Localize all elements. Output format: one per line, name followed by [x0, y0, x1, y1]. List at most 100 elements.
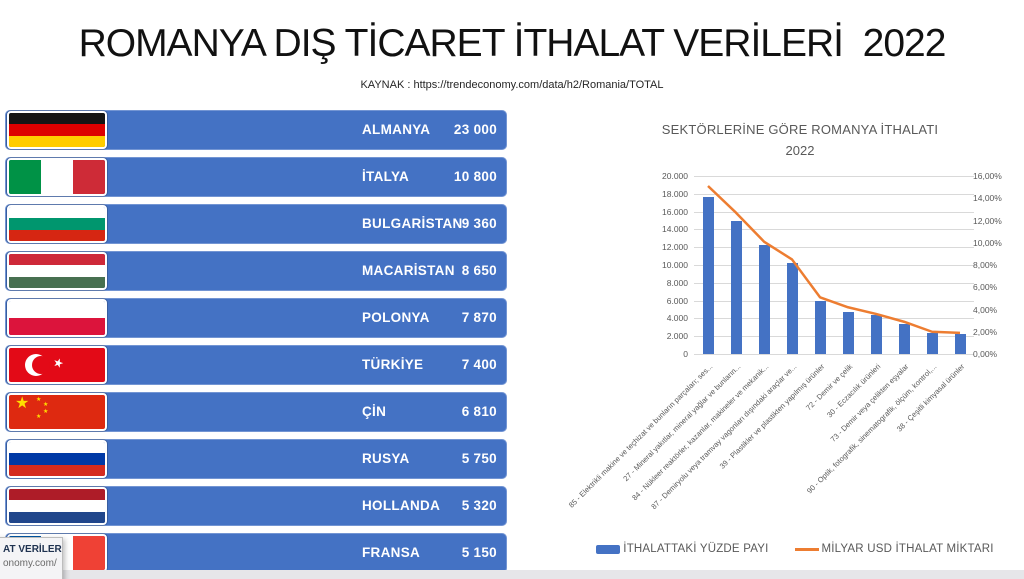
gridline	[694, 176, 974, 177]
country-value: 8 650	[461, 263, 497, 278]
country-value: 23 000	[453, 122, 497, 137]
gridline	[694, 282, 974, 284]
star-icon: ★	[43, 409, 49, 415]
country-value: 7 870	[461, 310, 497, 325]
chart-bar	[898, 323, 910, 354]
chart-bar	[954, 334, 966, 354]
country-value: 5 750	[461, 451, 497, 466]
country-name: MACARİSTAN	[362, 263, 455, 278]
country-name: RUSYA	[362, 451, 410, 466]
flag-china-icon: ★ ★ ★ ★ ★	[7, 393, 107, 431]
y-axis-tick-right: 2,00%	[973, 326, 998, 337]
gridline	[694, 247, 974, 249]
flag-bulgaria-icon	[7, 205, 107, 243]
flag-russia-icon	[7, 440, 107, 478]
chart-bar	[786, 263, 798, 354]
tooltip-title-text: AT VERİLERİ	[3, 544, 63, 555]
y-axis-tick-left: 16.000	[662, 206, 688, 217]
country-name: ALMANYA	[362, 122, 431, 137]
chart-bar	[926, 332, 938, 354]
y-axis-tick-left: 12.000	[662, 242, 688, 253]
star-icon: ★	[36, 414, 42, 420]
y-axis-tick-right: 12,00%	[973, 215, 1002, 226]
gridline	[694, 336, 974, 338]
country-value: 5 320	[461, 498, 497, 513]
gridline	[694, 211, 974, 213]
y-axis-tick-right: 10,00%	[973, 237, 1002, 248]
gridline	[694, 354, 974, 355]
chart-title: SEKTÖRLERİNE GÖRE ROMANYA İTHALATI	[661, 122, 939, 137]
country-value: 7 400	[461, 357, 497, 372]
line-series-swatch-icon	[794, 547, 819, 551]
chart-line	[707, 185, 961, 335]
slide-preview-tooltip: AT VERİLERİ onomy.com/	[0, 537, 63, 579]
country-row: RUSYA 5 750	[5, 439, 507, 479]
y-axis-tick-right: 6,00%	[973, 282, 998, 293]
legend-label-bar-series: İTHALATTAKİ YÜZDE PAYI	[623, 543, 769, 555]
country-value: 5 150	[461, 545, 497, 560]
gridline	[694, 318, 974, 320]
chart-subtitle: 2022	[785, 143, 815, 158]
legend-item-bar-series: İTHALATTAKİ YÜZDE PAYI	[596, 543, 768, 555]
country-row: MACARİSTAN 8 650	[5, 251, 507, 291]
chart-bar	[814, 300, 826, 354]
y-axis-tick-right: 14,00%	[973, 193, 1002, 204]
y-axis-tick-right: 4,00%	[973, 304, 998, 315]
chart-bar	[870, 314, 882, 354]
tooltip-url-text: onomy.com/	[3, 558, 57, 569]
y-axis-tick-left: 10.000	[662, 260, 688, 270]
star-icon: ★	[36, 397, 42, 403]
legend-label-line-series: MİLYAR USD İTHALAT MİKTARI	[821, 543, 994, 555]
source-url: KAYNAK : https://trendeconomy.com/data/h…	[360, 79, 664, 91]
country-name: ÇİN	[362, 404, 387, 419]
y-axis-tick-left: 4.000	[666, 313, 688, 324]
flag-poland-icon	[7, 299, 107, 337]
star-icon: ★	[51, 354, 66, 372]
gridline	[694, 193, 974, 195]
gridline	[694, 229, 974, 231]
country-row: ALMANYA 23 000	[5, 110, 507, 150]
country-row: ★ ★ ★ ★ ★ ÇİN 6 810	[5, 392, 507, 432]
country-value: 6 810	[461, 404, 497, 419]
flag-netherlands-icon	[7, 487, 107, 525]
y-axis-tick-right: 8,00%	[973, 260, 998, 270]
country-row: POLONYA 7 870	[5, 298, 507, 338]
legend-item-line-series: MİLYAR USD İTHALAT MİKTARI	[794, 543, 994, 555]
page-title: ROMANYA DIŞ TİCARET İTHALAT VERİLERİ 202…	[78, 22, 947, 65]
flag-italy-icon	[7, 158, 107, 196]
country-name: HOLLANDA	[362, 498, 441, 513]
flag-turkey-icon: ★	[7, 346, 107, 384]
country-value: 9 360	[461, 216, 497, 231]
country-name: İTALYA	[362, 169, 410, 184]
country-row: BULGARİSTAN 9 360	[5, 204, 507, 244]
country-row: HOLLANDA 5 320	[5, 486, 507, 526]
star-icon: ★	[43, 402, 49, 408]
chart-bar	[702, 197, 714, 354]
bottom-edge-strip	[0, 570, 1024, 579]
country-name: POLONYA	[362, 310, 430, 325]
gridline	[694, 265, 974, 266]
chart-bar	[842, 312, 854, 354]
country-row: İTALYA 10 800	[5, 157, 507, 197]
y-axis-tick-left: 14.000	[662, 224, 688, 235]
country-name: TÜRKİYE	[362, 357, 424, 372]
y-axis-tick-left: 2.000	[666, 331, 688, 342]
chart-bar	[758, 244, 770, 354]
flag-germany-icon	[7, 111, 107, 149]
flag-hungary-icon	[7, 252, 107, 290]
country-name: FRANSA	[362, 545, 421, 560]
country-row: FRANSA 5 150	[5, 533, 507, 573]
star-icon: ★	[15, 395, 30, 412]
y-axis-tick-right: 16,00%	[973, 171, 1002, 181]
y-axis-tick-left: 18.000	[662, 188, 688, 199]
y-axis-tick-left: 0	[683, 349, 688, 359]
y-axis-tick-left: 6.000	[666, 295, 688, 306]
y-axis-tick-left: 8.000	[666, 277, 688, 288]
y-axis-tick-right: 0,00%	[973, 349, 998, 359]
y-axis-tick-left: 20.000	[662, 171, 688, 181]
country-row: ★ TÜRKİYE 7 400	[5, 345, 507, 385]
bar-series-swatch-icon	[596, 544, 621, 554]
chart-bar	[730, 220, 742, 354]
chart-legend: İTHALATTAKİ YÜZDE PAYI MİLYAR USD İTHALA…	[580, 543, 1010, 555]
